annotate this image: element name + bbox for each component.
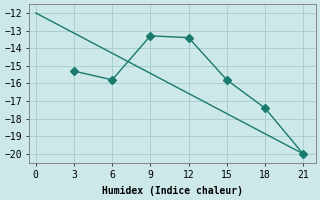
X-axis label: Humidex (Indice chaleur): Humidex (Indice chaleur): [102, 186, 243, 196]
